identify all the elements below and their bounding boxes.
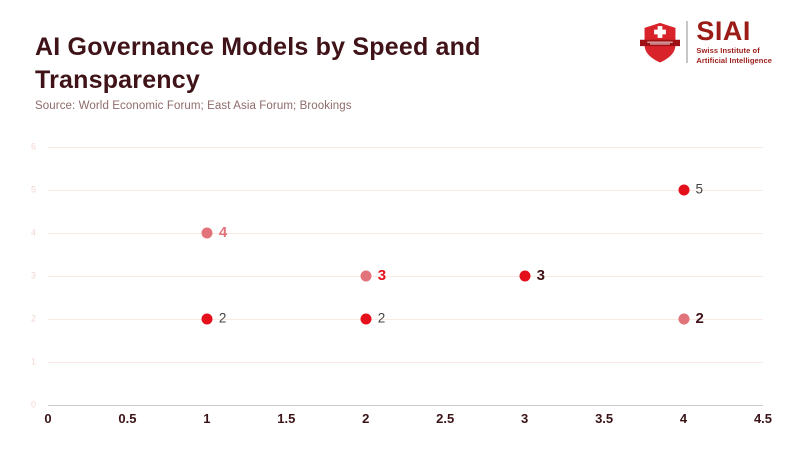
data-point (201, 313, 213, 325)
data-point (519, 270, 531, 282)
data-point (360, 313, 372, 325)
x-axis-line (48, 405, 763, 406)
data-point-label: 3 (536, 266, 545, 284)
x-tick-label: 0.5 (118, 411, 137, 426)
y-gridline (48, 190, 763, 191)
data-point-label: 2 (695, 309, 704, 327)
y-tick-label: 3 (30, 270, 36, 281)
data-point-label: 2 (377, 310, 386, 326)
page-title: AI Governance Models by Speed and Transp… (35, 32, 481, 95)
source-note: Source: World Economic Forum; East Asia … (35, 100, 352, 112)
x-tick-label: 4 (679, 411, 688, 426)
y-gridline (48, 147, 763, 148)
y-tick-label: 2 (30, 313, 36, 324)
data-point-label: 2 (218, 310, 227, 326)
y-tick-label: 6 (30, 141, 36, 152)
logo-subtitle-line1: Swiss Institute of (696, 46, 760, 55)
data-point (678, 184, 690, 196)
y-gridline (48, 233, 763, 234)
y-tick-label: 5 (30, 184, 36, 195)
x-tick-label: 2.5 (436, 411, 455, 426)
y-tick-label: 4 (30, 227, 36, 238)
x-tick-label: 1 (203, 411, 211, 426)
data-point-label: 5 (695, 181, 704, 197)
data-point (360, 270, 372, 282)
data-point-label: 3 (377, 266, 387, 284)
x-tick-label: 3 (521, 411, 529, 426)
y-tick-label: 0 (30, 399, 36, 410)
logo-wordmark: SIAI (696, 16, 751, 46)
x-tick-label: 2 (362, 411, 370, 426)
data-point (678, 313, 690, 325)
data-point-label: 4 (218, 223, 228, 241)
swiss-shield-icon (640, 22, 681, 63)
logo-text: SIAI Swiss Institute of Artificial Intel… (696, 18, 772, 66)
logo-subtitle-line2: Artificial Intelligence (696, 56, 772, 66)
y-gridline (48, 362, 763, 363)
x-tick-label: 1.5 (277, 411, 296, 426)
y-tick-label: 1 (30, 356, 36, 367)
y-gridline (48, 276, 763, 277)
x-tick-label: 0 (44, 411, 52, 426)
data-point (201, 227, 213, 239)
logo-divider (686, 20, 689, 63)
siai-logo: SIAI Swiss Institute of Artificial Intel… (640, 18, 772, 66)
x-tick-label: 4.5 (753, 411, 773, 426)
x-tick-label: 3.5 (595, 411, 614, 426)
y-gridline (48, 319, 763, 320)
